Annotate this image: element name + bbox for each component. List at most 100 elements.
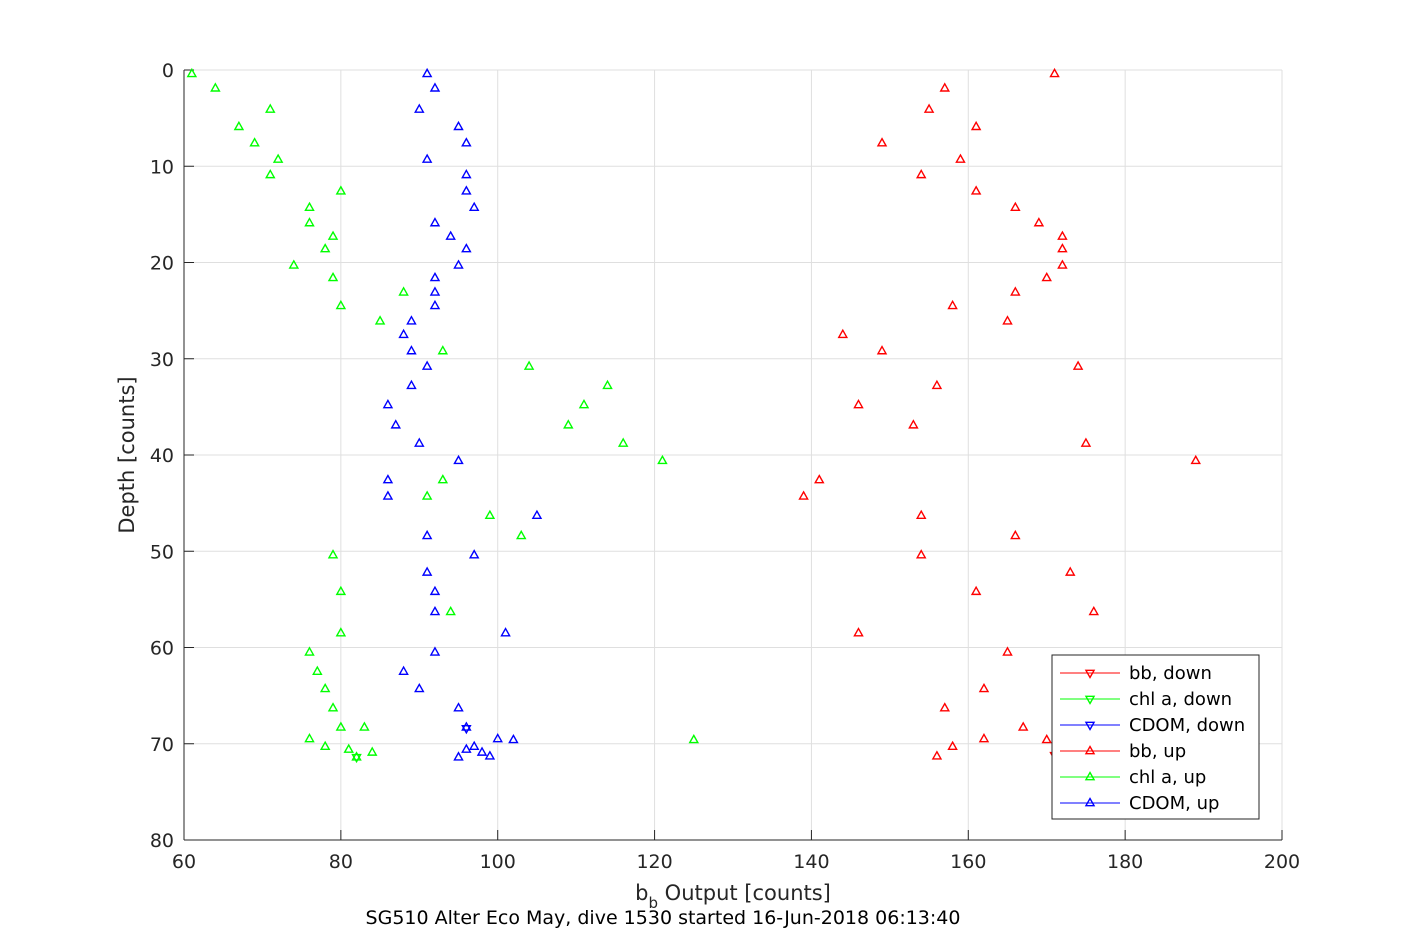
data-point <box>876 345 888 355</box>
data-point <box>398 286 409 296</box>
data-point <box>453 259 464 269</box>
data-point <box>461 721 472 731</box>
y-tick-label: 70 <box>150 734 174 756</box>
data-point <box>335 585 347 596</box>
legend-label: CDOM, up <box>1129 793 1219 814</box>
data-point <box>1010 201 1021 212</box>
data-point <box>319 740 331 751</box>
legend-label: CDOM, down <box>1129 715 1245 736</box>
data-point <box>461 137 472 147</box>
data-point <box>335 299 347 310</box>
data-point <box>1064 566 1076 576</box>
data-point <box>414 103 425 113</box>
data-point <box>915 509 927 520</box>
data-point <box>421 566 433 576</box>
data-point <box>429 585 441 596</box>
data-point <box>265 168 276 179</box>
data-point <box>421 529 433 540</box>
data-point <box>335 185 347 195</box>
data-point <box>249 137 260 147</box>
data-point <box>445 605 456 616</box>
data-point <box>1017 721 1029 731</box>
data-point <box>414 682 425 693</box>
data-point <box>1002 646 1013 656</box>
data-point <box>970 585 982 596</box>
data-point <box>414 437 425 447</box>
data-point <box>210 82 221 92</box>
data-point <box>523 360 535 370</box>
data-point <box>406 379 417 390</box>
y-tick-label: 10 <box>150 156 174 178</box>
data-point <box>429 217 441 227</box>
data-point <box>923 103 935 113</box>
data-point <box>461 243 472 253</box>
legend: bb, down chl a, down CDOM, down bb, up chl a… <box>1051 654 1260 820</box>
legend-marker <box>1084 721 1096 731</box>
data-point <box>657 454 668 465</box>
x-tick-label: 140 <box>793 851 829 873</box>
y-tick-label: 80 <box>150 830 174 852</box>
data-point <box>429 299 441 310</box>
data-point <box>421 67 433 78</box>
data-point <box>382 474 394 484</box>
data-point <box>453 702 464 712</box>
legend-label: chl a, down <box>1129 689 1232 710</box>
data-point <box>453 454 464 465</box>
x-tick-label: 60 <box>172 851 196 873</box>
x-tick-label: 200 <box>1264 851 1300 873</box>
data-point <box>939 82 951 92</box>
data-point <box>1057 243 1068 253</box>
data-point <box>327 271 339 282</box>
data-point <box>398 328 409 339</box>
data-point <box>312 665 323 675</box>
data-point <box>233 120 245 131</box>
data-point <box>1072 360 1084 370</box>
data-point <box>461 168 472 179</box>
data-point <box>445 230 456 240</box>
data-point <box>1033 217 1045 227</box>
data-point <box>617 437 629 447</box>
x-tick-label: 180 <box>1107 851 1143 873</box>
data-point <box>515 529 527 540</box>
legend-label: bb, up <box>1129 741 1186 762</box>
data-point <box>437 474 449 484</box>
data-point <box>453 751 464 761</box>
data-point <box>327 549 339 559</box>
legend-label: bb, down <box>1129 663 1212 684</box>
data-point <box>429 605 441 616</box>
data-point <box>421 360 433 370</box>
data-point <box>272 153 284 163</box>
data-point <box>1041 271 1052 282</box>
data-point <box>978 733 990 743</box>
data-point <box>366 746 378 756</box>
legend-marker <box>1084 771 1096 781</box>
data-point <box>876 137 888 147</box>
data-point <box>343 743 354 753</box>
data-point <box>853 627 864 637</box>
data-point <box>453 120 464 131</box>
legend-box <box>1051 654 1260 820</box>
data-point <box>429 646 441 656</box>
x-axis-label: bb Output [counts] <box>635 881 831 912</box>
data-point <box>461 743 472 753</box>
data-point <box>359 721 370 731</box>
y-tick-label: 20 <box>150 253 174 275</box>
data-point <box>304 217 315 227</box>
data-point <box>853 399 864 409</box>
data-point <box>563 419 574 429</box>
y-axis-label: Depth [counts] <box>115 376 139 533</box>
data-point <box>578 399 590 409</box>
data-point <box>1057 259 1068 269</box>
x-axis-label-sub: b <box>648 894 658 912</box>
data-point <box>382 490 394 500</box>
legend-marker <box>1084 745 1096 755</box>
data-point <box>947 740 958 751</box>
data-point <box>1041 733 1052 744</box>
data-point <box>461 185 472 195</box>
x-tick-label: 160 <box>950 851 986 873</box>
data-point <box>602 379 613 390</box>
legend-marker <box>1084 695 1096 705</box>
data-point <box>390 419 402 429</box>
data-point <box>484 750 496 760</box>
